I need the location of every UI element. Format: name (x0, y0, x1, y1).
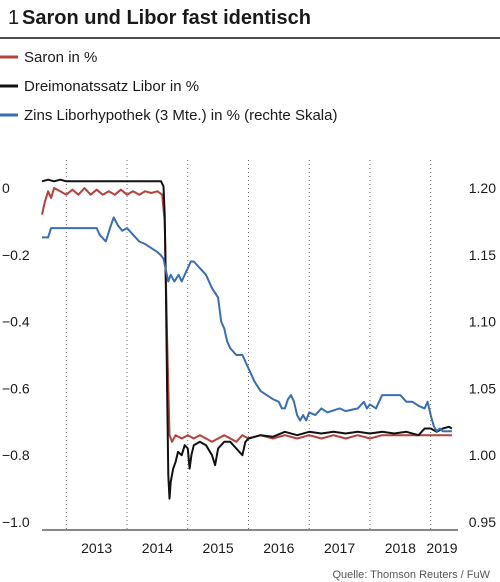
x-tick-label: 2014 (142, 540, 173, 556)
x-tick-label: 2013 (81, 540, 112, 556)
y-left-tick-label: −0.6 (2, 380, 30, 396)
y-left-tick-label: 0 (2, 180, 10, 196)
tick-labels: 2013 2014 2015 2016 2017 2018 2019 0 −0.2 −0.4 −0.… (2, 180, 496, 556)
y-right-tick-label: 1.15 (469, 247, 496, 263)
chart-number: 1 (8, 7, 19, 29)
y-right-tick-label: 1.20 (469, 180, 496, 196)
y-right-tick-label: 1.05 (469, 380, 496, 396)
x-tick-label: 2015 (203, 540, 234, 556)
series-lines (41, 178, 453, 500)
series-line-saron (41, 187, 452, 443)
x-tick-label: 2019 (426, 540, 457, 556)
y-right-tick-label: 1.00 (469, 447, 496, 463)
x-tick-label: 2017 (324, 540, 355, 556)
source-note: Quelle: Thomson Reuters / FuW (332, 569, 490, 581)
legend-label-liborhypothek: Zins Liborhypothek (3 Mte.) in % (rechte… (24, 107, 337, 124)
x-tick-label: 2016 (263, 540, 294, 556)
legend-label-saron: Saron in % (24, 49, 97, 66)
y-right-tick-label: 1.10 (469, 314, 496, 330)
x-tick-label: 2018 (385, 540, 416, 556)
y-left-tick-label: −1.0 (2, 514, 30, 530)
chart-title: Saron und Libor fast identisch (22, 7, 311, 29)
y-left-tick-label: −0.8 (2, 447, 30, 463)
legend: Saron in % Dreimonatssatz Libor in % Zin… (0, 49, 337, 124)
legend-label-libor: Dreimonatssatz Libor in % (24, 78, 199, 95)
y-right-tick-label: 0.95 (469, 514, 496, 530)
y-left-tick-label: −0.4 (2, 314, 30, 330)
y-left-tick-label: −0.2 (2, 247, 30, 263)
series-line-liborhypothek (42, 216, 452, 433)
gridlines (65, 160, 432, 530)
series-line-libor (41, 178, 453, 500)
